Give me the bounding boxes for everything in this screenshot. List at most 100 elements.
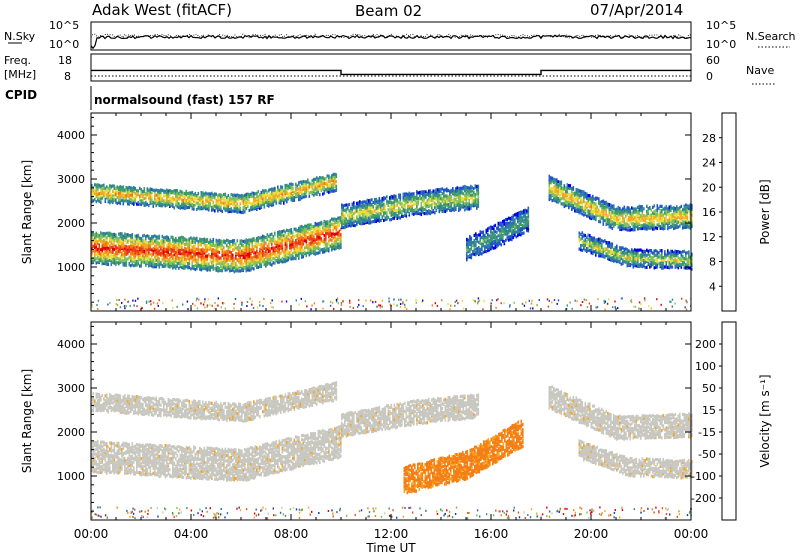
power-echo-cell	[286, 259, 288, 263]
power-echo-cell	[266, 236, 269, 240]
power-echo-cell	[599, 237, 602, 241]
power-echo-cell	[242, 202, 245, 206]
power-echo-cell	[149, 252, 152, 256]
power-echo-cell	[329, 182, 332, 186]
power-echo-cell	[325, 227, 327, 231]
power-echo-cell	[97, 183, 99, 187]
power-echo-cell	[304, 246, 306, 250]
power-echo-cell	[655, 212, 657, 216]
power-echo-cell	[290, 182, 293, 186]
power-echo-cell	[686, 220, 689, 224]
power-echo-cell	[131, 236, 134, 240]
power-echo-cell	[380, 199, 382, 203]
power-echo-cell	[359, 213, 361, 217]
power-echo-cell	[118, 188, 120, 192]
power-echo-cell	[211, 240, 213, 244]
power-echo-cell	[440, 194, 442, 198]
power-echo-cell	[290, 245, 293, 249]
power-echo-cell	[619, 209, 621, 214]
power-echo-cell	[476, 200, 478, 204]
power-echo-cell	[296, 241, 299, 245]
power-echo-cell	[109, 246, 111, 250]
power-echo-cell	[152, 248, 155, 253]
power-echo-cell	[548, 174, 551, 178]
power-echo-cell	[320, 230, 323, 234]
power-echo-cell	[589, 205, 591, 209]
power-echo-cell	[686, 212, 689, 216]
power-echo-cell	[680, 216, 683, 220]
power-echo-cell	[610, 215, 612, 219]
power-echo-cell	[161, 263, 164, 268]
power-echo-cell	[134, 259, 137, 263]
power-echo-cell	[262, 243, 264, 247]
power-echo-cell	[166, 259, 168, 263]
power-echo-cell	[124, 250, 126, 255]
power-echo-cell	[664, 223, 666, 227]
power-echo-cell	[274, 231, 276, 235]
power-echo-cell	[218, 193, 221, 197]
power-echo-cell	[604, 219, 606, 223]
power-echo-cell	[652, 227, 654, 231]
freq-tick-top: 18	[58, 54, 72, 67]
power-echo-cell	[206, 249, 209, 253]
power-echo-cell	[139, 241, 141, 245]
power-echo-cell	[440, 205, 442, 210]
power-echo-cell	[137, 193, 140, 197]
power-echo-cell	[308, 253, 311, 257]
power-echo-cell	[359, 217, 361, 221]
power-echo-cell	[345, 207, 348, 211]
power-echo-cell	[656, 217, 659, 221]
power-echo-cell	[607, 205, 609, 209]
power-echo-cell	[661, 209, 663, 213]
power-echo-cell	[133, 202, 135, 206]
power-echo-cell	[119, 194, 122, 198]
power-echo-cell	[307, 178, 309, 182]
power-echo-cell	[241, 210, 243, 215]
power-echo-cell	[260, 259, 263, 263]
power-echo-cell	[268, 250, 270, 254]
power-echo-cell	[115, 246, 117, 250]
power-echo-cell	[322, 181, 324, 185]
nsky-trace	[90, 34, 691, 50]
power-echo-cell	[432, 201, 435, 205]
power-echo-cell	[215, 238, 218, 242]
power-echo-cell	[369, 209, 372, 213]
power-echo-cell	[136, 202, 138, 206]
power-echo-cell	[461, 189, 463, 193]
power-echo-cell	[101, 196, 104, 200]
power-echo-cell	[446, 189, 448, 193]
power-echo-cell	[334, 172, 336, 176]
power-echo-cell	[626, 228, 629, 232]
power-echo-cell	[235, 198, 237, 202]
power-echo-cell	[326, 220, 329, 224]
power-echo-cell	[97, 249, 99, 253]
power-echo-cell	[404, 201, 406, 205]
power-echo-cell	[230, 201, 233, 206]
power-echo-cell	[206, 198, 209, 202]
power-echo-cell	[148, 258, 150, 262]
power-echo-cell	[274, 246, 276, 250]
power-echo-cell	[422, 210, 424, 214]
power-echo-cell	[286, 237, 288, 241]
power-echo-cell	[122, 190, 125, 194]
power-echo-cell	[438, 210, 441, 214]
power-echo-cell	[266, 193, 269, 197]
power-echo-cell	[611, 256, 614, 260]
power-echo-cell	[405, 214, 408, 218]
power-echo-cell	[128, 245, 131, 249]
power-echo-cell	[272, 261, 275, 265]
power-echo-cell	[316, 190, 318, 194]
power-echo-cell	[384, 196, 387, 200]
power-echo-cell	[182, 191, 185, 195]
power-echo-cell	[217, 194, 219, 198]
power-echo-cell	[335, 187, 338, 191]
power-echo-cell	[420, 192, 423, 196]
power-echo-cell	[238, 266, 240, 270]
power-echo-cell	[181, 199, 183, 204]
power-echo-cell	[119, 185, 122, 189]
power-echo-cell	[338, 221, 341, 226]
power-echo-cell	[658, 206, 660, 210]
power-echo-cell	[233, 257, 236, 261]
power-echo-cell	[227, 245, 230, 249]
power-echo-cell	[133, 248, 135, 252]
